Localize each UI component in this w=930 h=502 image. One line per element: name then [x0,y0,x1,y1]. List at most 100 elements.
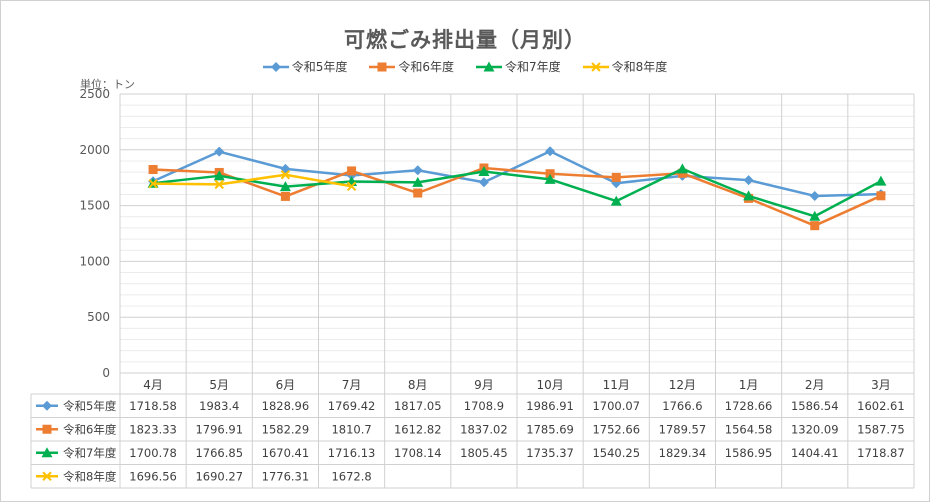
data-point [214,146,225,157]
data-label: 1766.6 [662,399,702,413]
data-point [280,170,291,180]
data-point [478,166,490,177]
data-label: 1986.91 [526,399,574,413]
data-point [676,163,688,174]
data-point [280,191,290,201]
data-point [545,169,555,179]
legend-label: 令和8年度 [611,60,668,74]
data-point [213,170,225,181]
data-label: 1404.41 [791,446,839,460]
data-label: 1766.85 [195,446,243,460]
data-point [412,176,424,187]
x-tick-label: 3月 [871,378,891,392]
table-series-name: 令和5年度 [63,399,117,413]
data-label: 1586.54 [791,399,839,413]
data-label: 1540.25 [592,446,640,460]
data-point [279,181,291,192]
data-point [743,175,754,186]
data-label: 1829.34 [659,446,707,460]
data-point [148,165,158,175]
data-label: 1582.29 [262,422,310,436]
data-point [810,221,820,231]
data-label: 1564.58 [725,422,773,436]
data-label: 1735.37 [526,446,574,460]
table-legend-key [36,471,58,481]
data-point [610,195,622,206]
legend-key [262,61,289,72]
series-line [152,150,881,198]
data-label: 1718.58 [129,399,177,413]
y-tick-label: 1000 [79,254,110,268]
table-legend-key [36,424,58,434]
legend-key-marker [483,61,495,71]
legend-key-marker [42,471,52,481]
data-point [611,172,621,182]
data-label: 1708.14 [394,446,442,460]
data-point [545,146,556,157]
legend-label: 令和5年度 [291,60,348,74]
x-tick-label: 10月 [536,378,563,392]
legend-key [476,61,502,71]
data-label: 1837.02 [460,422,508,436]
data-label: 1785.69 [526,422,574,436]
x-tick-label: 7月 [342,378,362,392]
series-line [153,166,882,227]
y-tick-label: 500 [87,310,110,324]
data-point [214,179,224,190]
data-label: 1700.78 [129,446,177,460]
data-label: 1602.61 [857,399,905,413]
data-label: 1672.8 [331,469,371,483]
data-point [875,175,887,186]
data-label: 1708.9 [464,399,504,413]
data-point [809,210,821,221]
x-tick-label: 1月 [739,378,759,392]
x-tick-label: 11月 [603,378,630,392]
legend-label: 令和6年度 [398,60,454,74]
data-label: 1696.56 [129,469,177,483]
legend-item: 令和5年度 [262,58,348,75]
unit-label: 単位：トン [80,78,135,91]
data-point [412,165,423,176]
series-line [153,173,352,188]
data-label: 1810.7 [331,422,371,436]
table-series-name: 令和6年度 [63,422,117,436]
x-tick-label: 6月 [276,378,296,392]
data-label: 1983.4 [199,399,239,413]
y-tick-label: 2500 [79,87,110,101]
data-point [148,178,158,189]
series-4 [148,170,357,192]
x-tick-label: 2月 [805,378,825,392]
legend-item: 令和7年度 [476,58,561,75]
table-series-name: 令和7年度 [63,446,117,460]
legend-item: 令和8年度 [582,58,668,75]
data-label: 1718.87 [857,446,905,460]
legend-key [369,62,396,71]
data-label: 1752.66 [592,422,640,436]
data-label: 1586.95 [725,446,773,460]
chart-title: 可燃ごみ排出量（月別） [344,28,586,52]
x-tick-label: 9月 [474,378,494,392]
data-label: 1776.31 [262,469,310,483]
data-label: 1670.41 [262,446,310,460]
data-label: 1612.82 [394,422,442,436]
legend-key-marker [41,447,53,458]
data-point [743,190,755,201]
data-point [347,166,357,176]
table-legend-key [36,447,58,458]
x-tick-label: 8月 [408,378,428,392]
data-point [809,190,820,201]
legend-key [582,61,609,72]
legend-key-marker [42,424,52,434]
data-label: 1700.07 [592,399,640,413]
table-series-name: 令和8年度 [63,469,117,483]
legend-label: 令和7年度 [505,60,561,74]
data-label: 1817.05 [394,399,442,413]
x-tick-label: 5月 [209,378,229,392]
legend-key-marker [270,61,281,72]
legend-item: 令和6年度 [369,58,454,75]
data-label: 1823.33 [129,422,177,436]
data-point [346,181,357,192]
x-tick-label: 12月 [669,378,696,392]
data-point [413,188,423,198]
legend-key-marker [42,400,52,411]
